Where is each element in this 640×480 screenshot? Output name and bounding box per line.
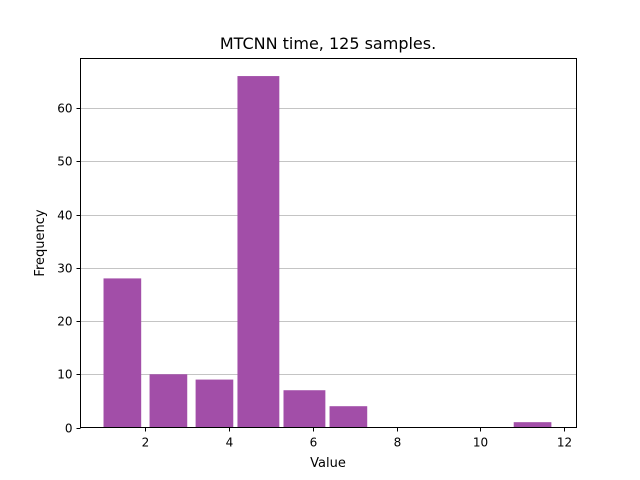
- plot-frame: [80, 58, 577, 428]
- x-tick-label: 8: [394, 436, 402, 450]
- x-tick-label: 10: [473, 436, 488, 450]
- y-tick-label: 40: [57, 209, 72, 223]
- histogram-bar: [195, 379, 234, 428]
- x-tick-label: 12: [557, 436, 572, 450]
- x-tick-label: 6: [310, 436, 318, 450]
- y-axis-ticks: 0 10 20 30 40 50 60: [57, 102, 81, 436]
- histogram-bar: [237, 76, 280, 428]
- grid-lines: [80, 108, 577, 375]
- histogram-bar: [149, 374, 188, 428]
- y-tick-label: 10: [57, 368, 72, 382]
- histogram-bar: [329, 406, 368, 428]
- chart-title: MTCNN time, 125 samples.: [220, 34, 436, 53]
- x-axis-label: Value: [310, 456, 346, 471]
- bars: [103, 76, 552, 428]
- x-tick-label: 2: [142, 436, 150, 450]
- x-tick-label: 4: [226, 436, 234, 450]
- y-tick-label: 30: [57, 262, 72, 276]
- histogram-bar: [513, 422, 552, 428]
- x-axis-ticks: 2 4 6 8 10 12: [142, 427, 572, 450]
- y-tick-label: 50: [57, 155, 72, 169]
- y-tick-label: 60: [57, 102, 72, 116]
- histogram-bar: [103, 278, 142, 428]
- y-tick-label: 0: [65, 422, 73, 436]
- y-axis-label: Frequency: [33, 209, 48, 276]
- y-tick-label: 20: [57, 315, 72, 329]
- histogram-bar: [283, 390, 326, 428]
